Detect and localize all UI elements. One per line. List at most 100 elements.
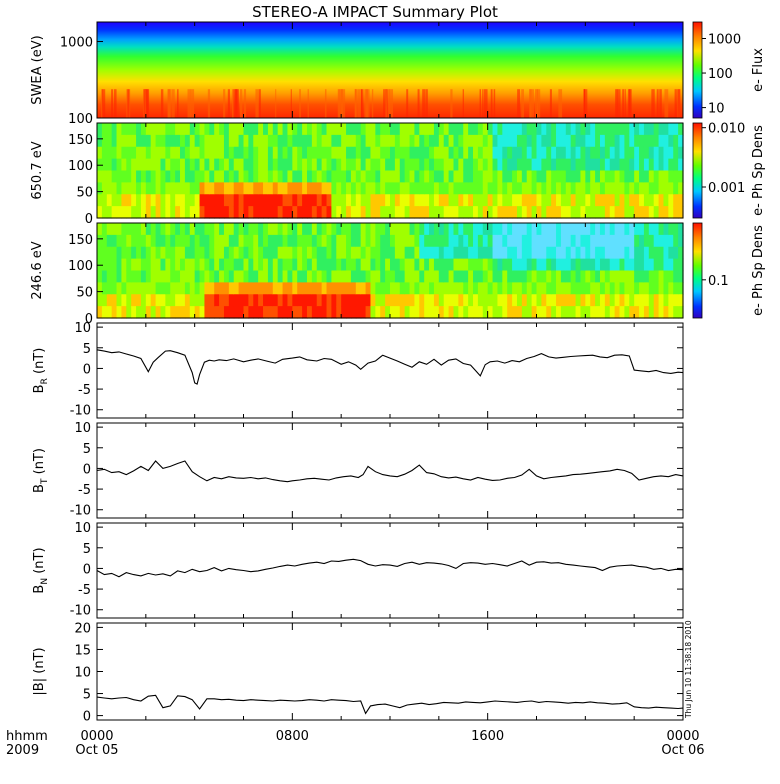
heatmap-cell bbox=[531, 234, 538, 248]
heatmap-cell bbox=[194, 294, 201, 307]
heatmap-cell bbox=[497, 146, 503, 160]
heatmap-cell bbox=[531, 246, 538, 260]
heatmap-cell bbox=[424, 158, 430, 172]
heatmap-cell bbox=[131, 146, 137, 160]
heatmap-cell bbox=[614, 282, 621, 295]
heatmap-cell bbox=[614, 134, 621, 148]
swea-texture bbox=[338, 89, 342, 118]
heatmap-cell bbox=[438, 182, 445, 195]
heatmap-cell bbox=[502, 123, 508, 136]
heatmap-cell bbox=[639, 270, 645, 283]
heatmap-cell bbox=[536, 123, 542, 136]
heatmap-cell bbox=[551, 282, 557, 295]
heatmap-cell bbox=[97, 223, 103, 236]
heatmap-cell bbox=[541, 306, 547, 319]
heatmap-cell bbox=[155, 158, 162, 172]
heatmap-cell bbox=[306, 123, 313, 136]
heatmap-cell bbox=[639, 294, 645, 307]
heatmap-cell bbox=[380, 258, 386, 272]
heatmap-cell bbox=[453, 146, 459, 160]
heatmap-cell bbox=[243, 158, 249, 172]
heatmap-cell bbox=[243, 146, 249, 160]
heatmap-cell bbox=[502, 258, 508, 272]
heatmap-cell bbox=[390, 294, 396, 307]
heatmap-cell bbox=[121, 223, 127, 236]
heatmap-cell bbox=[150, 182, 157, 195]
heatmap-cell bbox=[155, 170, 162, 183]
heatmap-cell bbox=[516, 223, 523, 236]
heatmap-cell bbox=[194, 146, 201, 160]
heatmap-cell bbox=[292, 282, 298, 295]
heatmap-cell bbox=[507, 270, 513, 283]
heatmap-cell bbox=[375, 246, 381, 260]
heatmap-cell bbox=[331, 158, 337, 172]
heatmap-cell bbox=[463, 270, 469, 283]
heatmap-cell bbox=[443, 223, 450, 236]
swea-texture bbox=[385, 89, 388, 118]
heatmap-cell bbox=[248, 223, 254, 236]
heatmap-cell bbox=[463, 246, 469, 260]
heatmap-cell bbox=[599, 306, 606, 319]
heatmap-cell bbox=[590, 282, 596, 295]
heatmap-cell bbox=[531, 294, 538, 307]
heatmap-cell bbox=[219, 123, 225, 136]
heatmap-cell bbox=[453, 134, 459, 148]
heatmap-cell bbox=[634, 194, 640, 207]
heatmap-cell bbox=[536, 158, 542, 172]
heatmap-cell bbox=[306, 294, 313, 307]
heatmap-cell bbox=[233, 294, 240, 307]
heatmap-cell bbox=[609, 146, 616, 160]
heatmap-cell bbox=[668, 146, 674, 160]
heatmap-cell bbox=[453, 282, 459, 295]
heatmap-cell bbox=[350, 258, 357, 272]
heatmap-cell bbox=[614, 246, 621, 260]
heatmap-cell bbox=[136, 294, 142, 307]
heatmap-cell bbox=[521, 170, 528, 183]
heatmap-cell bbox=[521, 158, 528, 172]
heatmap-cell bbox=[624, 134, 630, 148]
heatmap-cell bbox=[219, 182, 225, 195]
heatmap-cell bbox=[609, 123, 616, 136]
heatmap-cell bbox=[560, 306, 567, 319]
heatmap-cell bbox=[414, 223, 420, 236]
heatmap-cell bbox=[204, 134, 210, 148]
heatmap-cell bbox=[663, 282, 669, 295]
heatmap-cell bbox=[668, 158, 674, 172]
heatmap-cell bbox=[433, 182, 440, 195]
heatmap-cell bbox=[263, 123, 269, 136]
heatmap-cell bbox=[302, 170, 308, 183]
heatmap-cell bbox=[658, 258, 665, 272]
swea-texture bbox=[361, 89, 364, 118]
heatmap-cell bbox=[101, 282, 108, 295]
heatmap-cell bbox=[238, 182, 245, 195]
heatmap-cell bbox=[297, 223, 303, 236]
heatmap-cell bbox=[277, 123, 284, 136]
heatmap-cell bbox=[585, 294, 591, 307]
heatmap-cell bbox=[492, 123, 499, 136]
heatmap-cell bbox=[653, 258, 660, 272]
heatmap-cell bbox=[590, 146, 596, 160]
heatmap-cell bbox=[609, 270, 616, 283]
heatmap-cell bbox=[165, 270, 171, 283]
heatmap-cell bbox=[272, 282, 279, 295]
heatmap-cell bbox=[194, 134, 201, 148]
heatmap-cell bbox=[473, 182, 479, 195]
heatmap-cell bbox=[512, 306, 518, 319]
heatmap-cell bbox=[209, 134, 215, 148]
swea-texture bbox=[422, 89, 426, 118]
heatmap-cell bbox=[331, 170, 337, 183]
heatmap-cell bbox=[126, 258, 132, 272]
heatmap-cell bbox=[223, 246, 230, 260]
heatmap-cell bbox=[165, 123, 171, 136]
heatmap-cell bbox=[473, 170, 479, 183]
heatmap-cell bbox=[306, 282, 313, 295]
heatmap-cell bbox=[360, 294, 367, 307]
heatmap-cell bbox=[560, 246, 567, 260]
heatmap-cell bbox=[131, 258, 137, 272]
heatmap-cell bbox=[370, 223, 376, 236]
heatmap-cell bbox=[473, 206, 479, 219]
heatmap-cell bbox=[365, 306, 372, 319]
heatmap-cell bbox=[238, 123, 245, 136]
heatmap-cell bbox=[199, 246, 206, 260]
heatmap-cell bbox=[101, 182, 108, 195]
